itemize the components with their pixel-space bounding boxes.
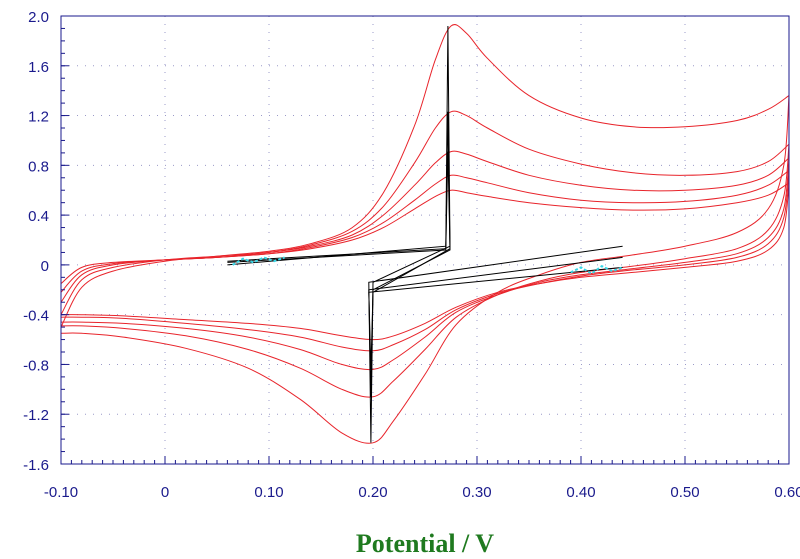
x-tick-label: 0.60 <box>774 484 800 501</box>
y-tick-label: 0.4 <box>28 208 49 225</box>
axis-ticks: -0.10 0 0.10 0.20 0.30 0.40 0.50 0.602.01.61.20… <box>23 9 800 501</box>
baseline-fit-region <box>232 256 285 266</box>
baseline-line <box>227 25 623 443</box>
cv-reverse-scan-5 <box>60 95 790 444</box>
y-tick-label: 2.0 <box>28 9 49 26</box>
y-tick-label: -1.2 <box>23 407 49 424</box>
series-layer <box>60 24 790 444</box>
x-tick-label: 0 <box>161 484 169 501</box>
y-tick-label: 0.8 <box>28 158 49 175</box>
baseline-fit-region <box>570 264 623 275</box>
x-tick-label: -0.10 <box>44 484 78 501</box>
cv-forward-scan-4 <box>60 110 790 315</box>
y-tick-label: -0.4 <box>23 308 49 325</box>
cv-forward-scan-3 <box>60 150 790 303</box>
y-tick-label: 1.6 <box>28 59 49 76</box>
y-tick-label: 0 <box>41 258 49 275</box>
x-tick-label: 0.10 <box>254 484 283 501</box>
grid-lines <box>60 15 790 465</box>
cv-reverse-scan-1 <box>60 182 790 341</box>
baseline-line <box>227 151 623 370</box>
x-axis-label: Potential / V <box>356 529 494 558</box>
y-tick-label: -1.6 <box>23 457 49 474</box>
y-tick-label: 1.2 <box>28 109 49 126</box>
cv-forward-scan-5 <box>60 24 790 328</box>
plot-frame <box>60 15 790 465</box>
cv-reverse-scan-4 <box>60 144 790 398</box>
x-tick-label: 0.40 <box>566 484 595 501</box>
y-tick-label: -0.8 <box>23 357 49 374</box>
cv-reverse-scan-3 <box>60 157 790 371</box>
cv-forward-scan-1 <box>60 182 790 284</box>
x-tick-label: 0.20 <box>358 484 387 501</box>
x-tick-label: 0.50 <box>670 484 699 501</box>
x-tick-label: 0.30 <box>462 484 491 501</box>
cv-reverse-scan-2 <box>60 170 790 352</box>
